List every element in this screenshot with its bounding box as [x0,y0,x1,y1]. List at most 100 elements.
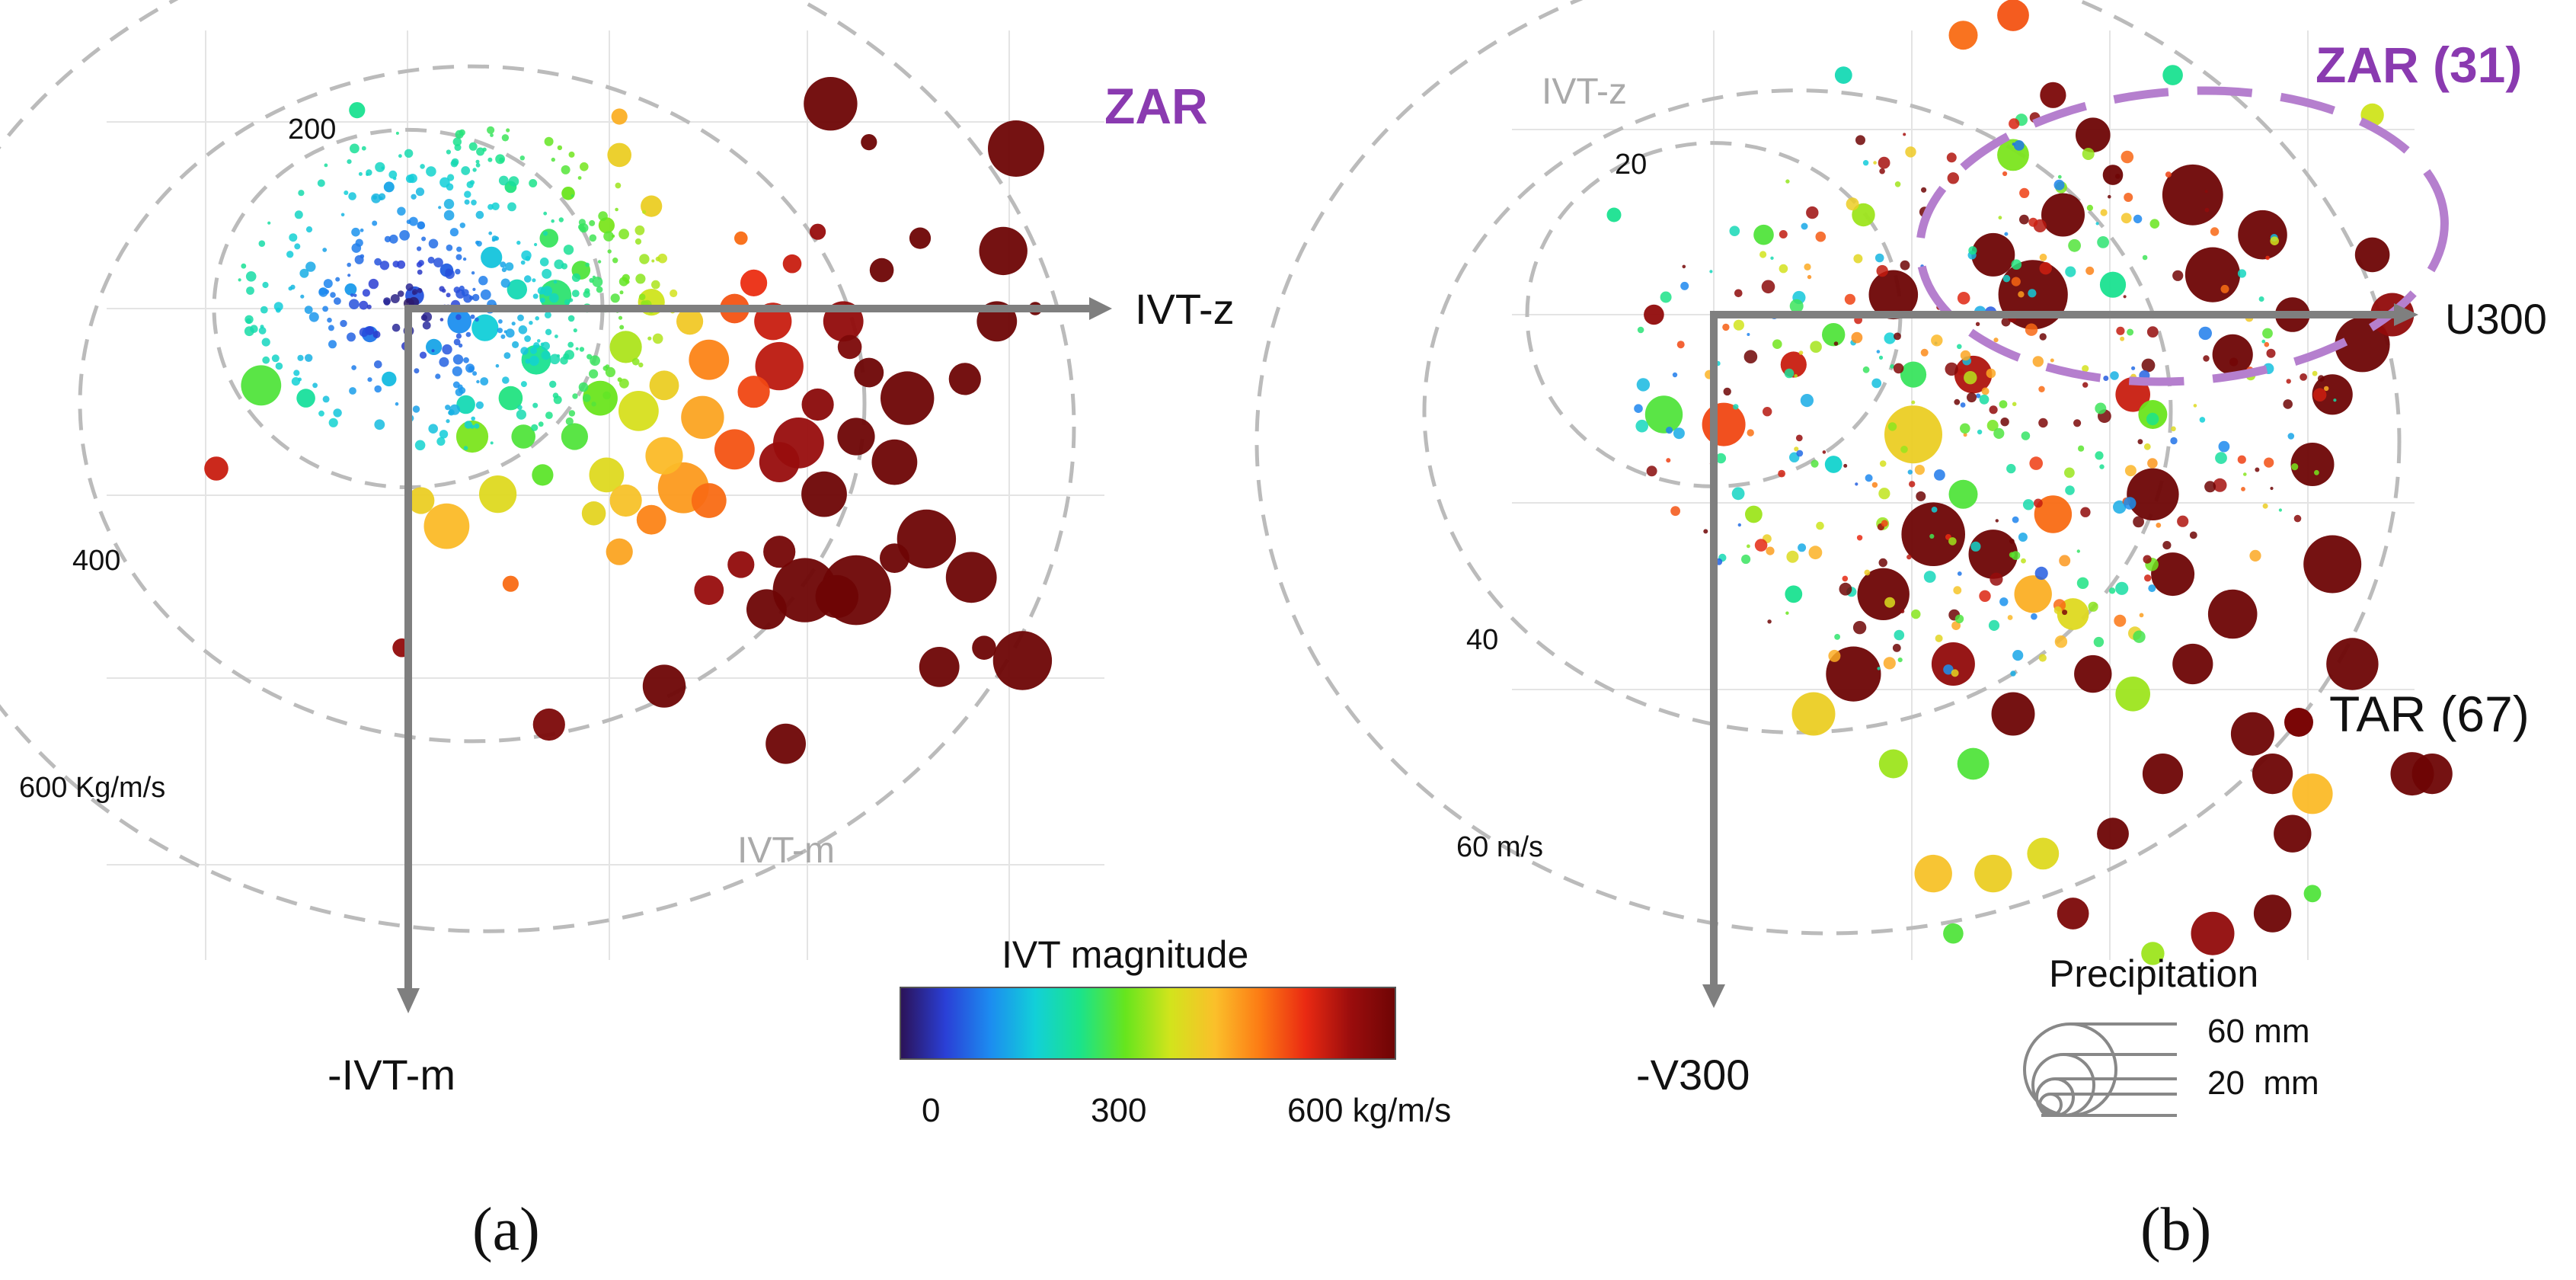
minor-point [471,416,475,421]
zar-label-b: ZAR (31) [2316,37,2522,93]
data-point [837,334,862,360]
minor-point [1635,419,1648,433]
ring-label-400: 400 [72,545,120,577]
minor-point [372,331,381,338]
minor-point [565,417,574,426]
data-point [810,223,826,240]
minor-point [505,328,515,338]
minor-point [455,254,462,261]
minor-point [2266,348,2276,358]
minor-point [328,340,337,349]
minor-point [1907,469,1913,475]
minor-point [1729,226,1740,237]
minor-point [414,440,426,451]
data-point [972,635,996,660]
minor-point [465,331,471,338]
minor-point [1703,529,1708,534]
panel-a: IVT-z -IVT-m ZAR 200 400 600 Kg/m/s IVT-… [0,0,1235,1099]
minor-point [2241,487,2245,491]
minor-point [452,137,462,146]
minor-point [1794,446,1799,452]
minor-point [2115,581,2129,595]
minor-point [289,233,298,242]
minor-point [1967,392,1977,403]
minor-point [2172,270,2184,281]
minor-point [2082,382,2089,388]
minor-point [2121,150,2134,164]
minor-point [2255,467,2260,472]
minor-point [524,335,531,342]
minor-point [1892,644,1901,652]
minor-point [598,211,608,221]
minor-point [529,321,533,325]
x-axis-arrow-b [2394,303,2418,326]
minor-point [498,319,503,324]
minor-point [2095,402,2107,414]
minor-point [1968,246,1977,255]
minor-point [347,332,356,342]
minor-point [359,300,369,310]
minor-point [347,262,352,267]
minor-point [619,290,624,295]
minor-point [1670,506,1681,517]
minor-point [508,176,519,187]
minor-point [469,296,474,300]
minor-point [439,357,449,367]
minor-point [1878,558,1887,568]
minor-point [1770,256,1774,260]
minor-point [1998,216,2002,220]
minor-point [1951,621,1961,630]
minor-point [585,262,590,267]
minor-point [2237,455,2246,464]
minor-point [2291,463,2299,471]
minor-point [1761,280,1775,294]
minor-point [262,356,270,364]
data-point [641,195,663,217]
minor-point [1794,374,1798,378]
minor-point [334,297,341,306]
data-point [2162,164,2223,226]
minor-point [351,365,356,370]
minor-point [538,421,544,427]
minor-point [417,246,422,251]
minor-point [2022,499,2034,510]
minor-point [2123,295,2127,299]
ring-variable-label-a: IVT-m [737,830,835,871]
minor-point [2039,333,2047,341]
minor-point [2095,451,2104,460]
minor-point [464,199,470,205]
minor-point [455,333,462,339]
minor-point [405,174,414,184]
minor-point [544,136,554,146]
data-point [734,231,748,245]
minor-point [1842,575,1849,582]
data-point [1974,854,2012,893]
minor-point [596,286,603,293]
minor-point [395,402,399,406]
minor-point [1975,322,1980,326]
data-point [532,708,565,741]
minor-point [1873,161,1877,165]
minor-point [1723,387,1731,396]
minor-point [275,362,283,370]
minor-point [2009,118,2020,130]
minor-point [439,430,449,439]
data-point [606,538,633,565]
data-point [2253,894,2292,933]
minor-point [634,225,645,235]
minor-point [1855,482,1858,486]
data-point [382,371,397,387]
minor-point [475,159,480,164]
minor-point [1834,634,1841,640]
minor-point [366,169,372,176]
data-point [909,227,932,249]
ring-variable-label-b: IVT-z [1542,72,1627,112]
panel-label-b: (b) [2140,1196,2211,1263]
minor-point [2120,336,2125,341]
minor-point [2097,236,2110,248]
data-point [2230,712,2274,756]
minor-point [420,164,425,169]
data-point [837,418,875,456]
minor-point [1916,491,1926,501]
minor-point [246,286,254,295]
